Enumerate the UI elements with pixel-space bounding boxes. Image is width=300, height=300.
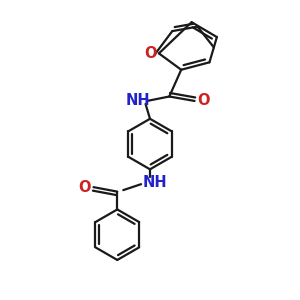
Text: NH: NH [142, 175, 167, 190]
Text: NH: NH [126, 94, 150, 109]
Text: O: O [78, 180, 91, 195]
Text: O: O [144, 46, 157, 61]
Text: O: O [197, 94, 210, 109]
